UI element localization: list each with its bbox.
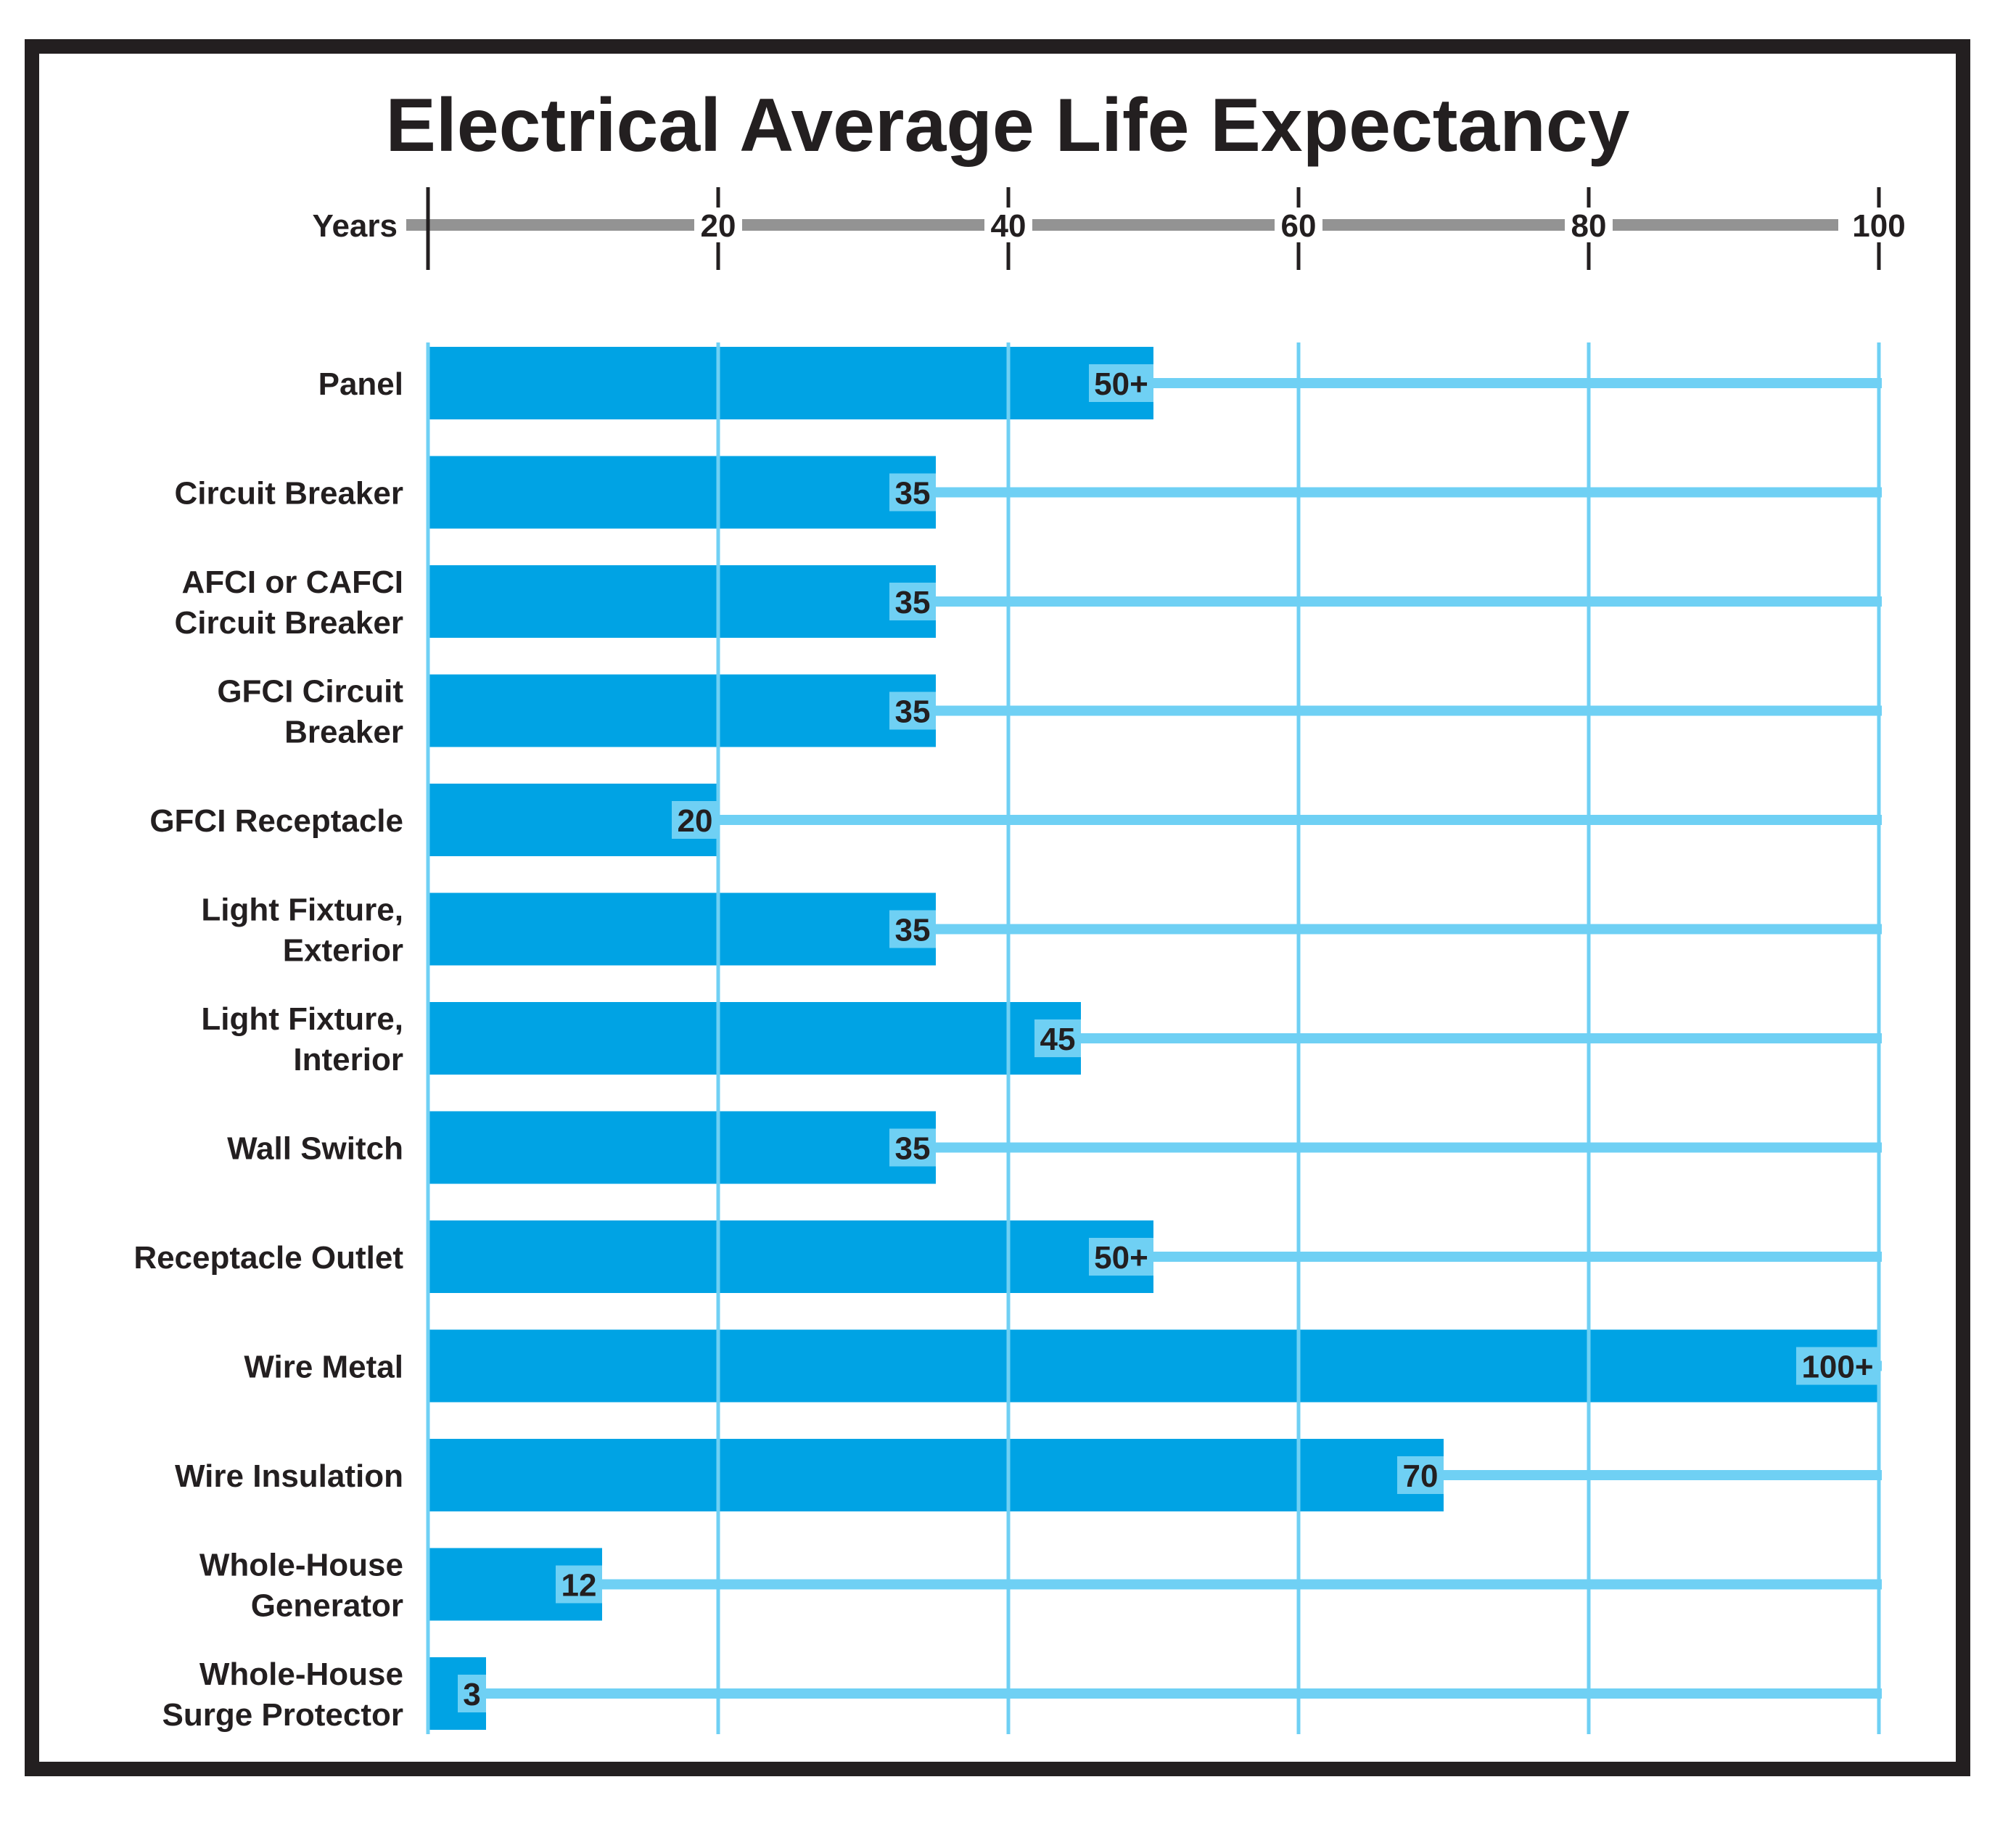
bar (428, 1220, 1153, 1293)
bar (428, 784, 718, 856)
bar (428, 1439, 1444, 1511)
labels: 50+ Panel 35 Circuit Breaker 35 AFCI or CAFCI… (133, 364, 1879, 1733)
tick-label: 80 (1571, 208, 1607, 244)
value-label: 35 (895, 694, 931, 730)
value-label: 20 (678, 803, 713, 839)
value-label-bg (889, 473, 936, 512)
tick-label-bg (1846, 208, 1912, 242)
bar (428, 1111, 936, 1184)
value-label: 100+ (1801, 1350, 1873, 1385)
value-label: 35 (895, 913, 931, 948)
category-label: Light Fixture, Interior (201, 1001, 403, 1078)
value-label-bg (1089, 1238, 1153, 1276)
value-label-bg (672, 801, 718, 839)
gridlines (426, 342, 1881, 1734)
value-label: 12 (561, 1568, 597, 1604)
category-label: Wall Switch (227, 1131, 403, 1167)
value-label-bg (1397, 1456, 1444, 1494)
value-label: 50+ (1094, 1240, 1148, 1276)
value-label: 70 (1403, 1458, 1439, 1494)
value-label-bg (889, 583, 936, 620)
category-label: Whole-House Surge Protector (162, 1657, 403, 1733)
tick-label: 60 (1281, 208, 1317, 244)
category-label: GFCI Receptacle (149, 803, 403, 839)
category-label: Wire Insulation (175, 1458, 403, 1494)
bar (428, 674, 936, 747)
category-label: GFCI Circuit Breaker (217, 674, 403, 750)
value-label-bg (889, 691, 936, 730)
tick-label-bg (1275, 208, 1322, 242)
bar (428, 347, 1153, 419)
category-label: Circuit Breaker (175, 476, 403, 512)
value-label: 50+ (1094, 366, 1148, 402)
tick-label: 100 (1852, 208, 1905, 244)
bar (428, 1002, 1081, 1075)
value-label: 35 (895, 1131, 931, 1167)
category-label: Panel (318, 366, 403, 402)
value-label-bg (458, 1675, 486, 1712)
tick-label-bg (694, 208, 742, 242)
axis-title: Years (313, 208, 398, 244)
bar (428, 892, 936, 966)
category-label: Light Fixture, Exterior (201, 892, 403, 969)
chart-title: Electrical Average Life Expectancy (386, 83, 1630, 168)
value-label-bg (889, 1128, 936, 1167)
category-label: Receptacle Outlet (133, 1240, 403, 1276)
value-label-bg (1089, 364, 1153, 402)
value-label-bg (1034, 1019, 1081, 1057)
value-label-bg (889, 910, 936, 948)
value-label: 3 (463, 1677, 480, 1712)
value-label: 45 (1040, 1022, 1076, 1057)
value-label-bg (1796, 1347, 1879, 1385)
bars (428, 347, 1882, 1730)
bar (428, 565, 936, 638)
years-axis: Years 20 40 60 80 100 (313, 187, 1912, 270)
tick-label-bg (1565, 208, 1613, 242)
value-label-bg (556, 1565, 602, 1604)
value-label: 35 (895, 585, 931, 620)
bar (428, 1329, 1879, 1403)
category-label: Whole-House Generator (199, 1548, 403, 1624)
tick-label: 40 (991, 208, 1026, 244)
value-label: 35 (895, 476, 931, 512)
tick-label: 20 (701, 208, 736, 244)
bar (428, 456, 936, 529)
category-label: AFCI or CAFCI Circuit Breaker (175, 565, 403, 641)
tick-label-bg (984, 208, 1032, 242)
category-label: Wire Metal (244, 1350, 403, 1385)
